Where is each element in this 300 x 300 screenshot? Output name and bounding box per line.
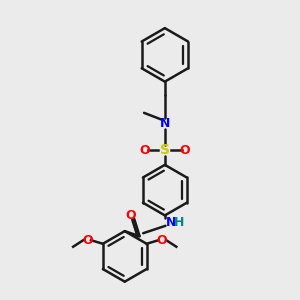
Text: O: O [82, 234, 93, 247]
Text: N: N [166, 216, 176, 229]
Text: O: O [139, 143, 150, 157]
Text: O: O [180, 143, 190, 157]
Text: N: N [160, 117, 170, 130]
Text: S: S [160, 143, 170, 157]
Text: O: O [157, 234, 167, 247]
Text: O: O [125, 209, 136, 223]
Text: H: H [174, 216, 184, 229]
